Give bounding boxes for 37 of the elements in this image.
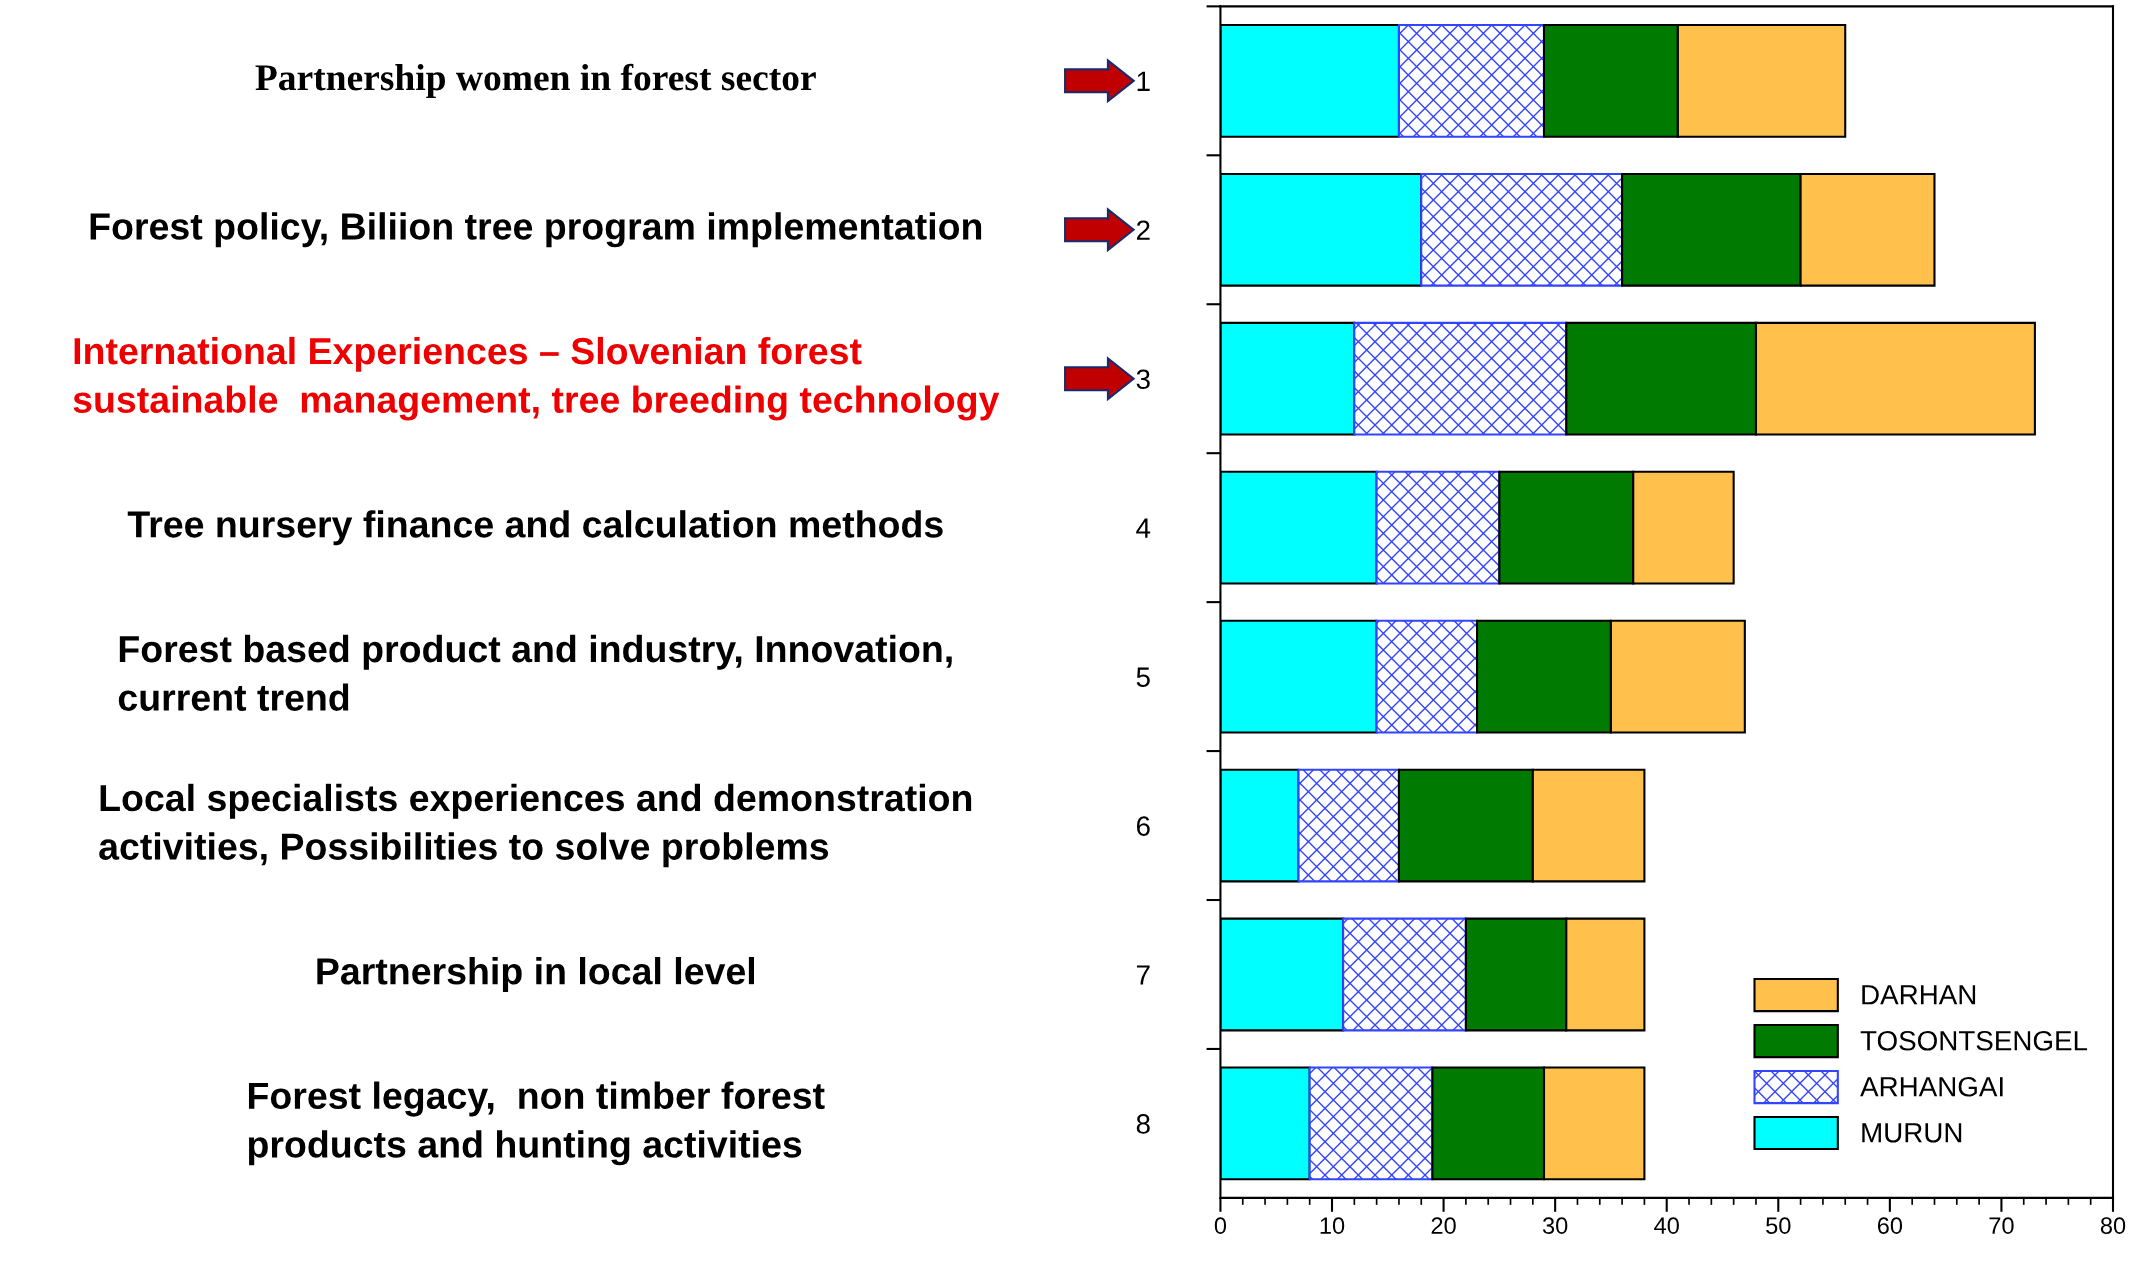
x-tick-label: 50 <box>1766 1217 1791 1234</box>
y-tick-label: 4 <box>1136 518 1151 538</box>
legend-label: TOSONTSENGEL <box>1860 1030 2088 1051</box>
y-tick-label: 8 <box>1136 1114 1150 1134</box>
bar <box>1375 619 1479 734</box>
text: Partnership in local level <box>317 957 755 992</box>
legend-label: ARHANGAI <box>1860 1076 2003 1097</box>
text: Tree nursery finance and calculation methods <box>127 510 943 546</box>
legend-label: MURUN <box>1862 1123 1962 1143</box>
x-tick-label: 80 <box>2100 1217 2126 1234</box>
text: Forest based product and industry, Innovation, current trend <box>118 634 952 711</box>
bar <box>1297 768 1400 883</box>
x-tick-label: 40 <box>1654 1217 1679 1234</box>
legend-label: DARHAN <box>1862 985 1976 1005</box>
y-tick-label: 5 <box>1136 667 1150 687</box>
x-tick-label: 30 <box>1542 1217 1568 1234</box>
bar <box>1420 172 1624 287</box>
x-tick-label: 60 <box>1877 1217 1903 1234</box>
y-tick-label: 2 <box>1136 220 1150 240</box>
y-tick-label: 6 <box>1136 816 1150 836</box>
bar <box>1342 917 1467 1032</box>
x-tick-label: 0 <box>1214 1217 1227 1234</box>
bar <box>1353 321 1568 436</box>
y-tick-label: 3 <box>1136 369 1150 390</box>
text: Local specialists experiences and demonstration activities, Possibilities to solve problems <box>99 783 972 868</box>
text: Partnership women in forest sector <box>255 63 816 99</box>
x-tick-label: 10 <box>1320 1217 1345 1234</box>
text: Forest legacy, non timber forest products and hunting activities <box>248 1081 825 1166</box>
x-tick-label: 70 <box>1989 1217 2014 1234</box>
bar <box>1375 470 1501 585</box>
y-tick-label: 7 <box>1136 965 1150 985</box>
text: Forest policy, Biliion tree program implementation <box>90 212 982 248</box>
bar <box>1308 1066 1434 1181</box>
bar <box>1397 23 1546 138</box>
x-tick-label: 20 <box>1431 1217 1456 1234</box>
y-tick-label: 1 <box>1137 71 1150 91</box>
text: International Experiences – Slovenian forest sustainable management, tree breeding technology <box>73 336 1000 421</box>
